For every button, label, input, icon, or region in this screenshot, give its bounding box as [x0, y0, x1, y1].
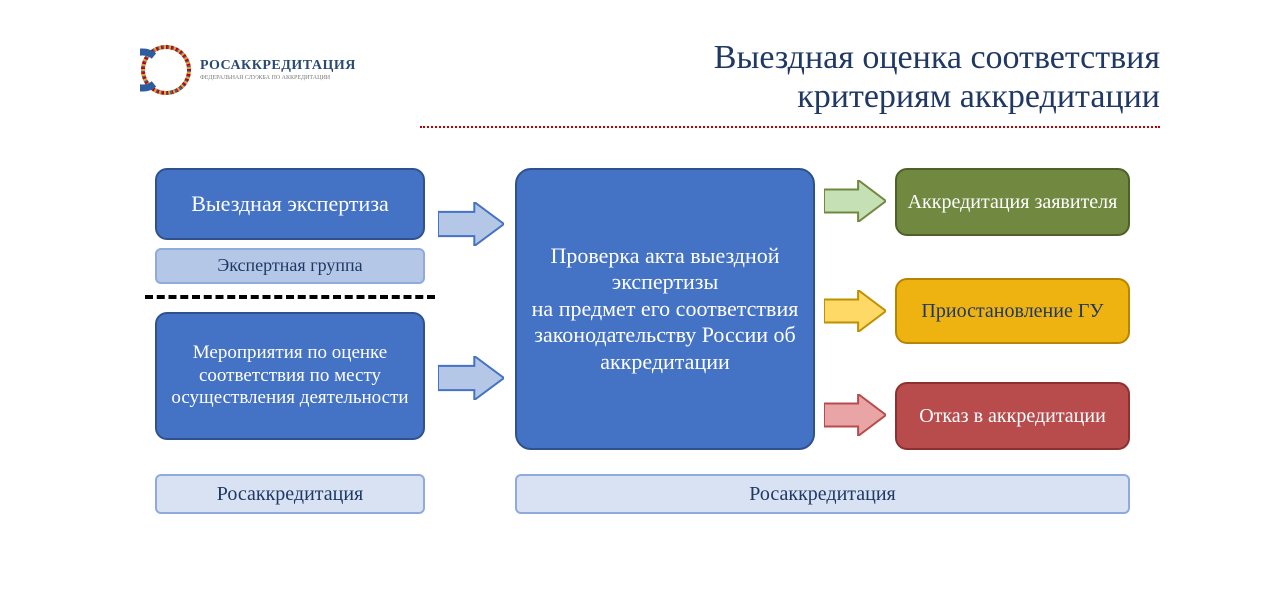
node-check: Проверка акта выездной экспертизы на пре… [515, 168, 815, 450]
footer-left-label: Росаккредитация [217, 483, 364, 506]
node-refuse-label: Отказ в аккредитации [919, 404, 1106, 428]
page-title: Выездная оценка соответствия критериям а… [714, 38, 1160, 116]
node-expertise: Выездная экспертиза [155, 168, 425, 240]
logo-main-text: РОСАККРЕДИТАЦИЯ [200, 58, 356, 73]
node-activities-label: Мероприятия по оценке соответствия по ме… [167, 342, 413, 410]
arrow-to-suspend [824, 290, 886, 332]
arrow-to-check-1 [438, 202, 504, 246]
node-check-label: Проверка акта выездной экспертизы на пре… [527, 243, 803, 375]
footer-right: Росаккредитация [515, 474, 1130, 514]
node-expert-group-label: Экспертная группа [217, 255, 362, 277]
arrow-to-accredit [824, 180, 886, 222]
logo-mark-icon [140, 44, 192, 96]
title-line-1: Выездная оценка соответствия [714, 38, 1160, 77]
logo-text: РОСАККРЕДИТАЦИЯ ФЕДЕРАЛЬНАЯ СЛУЖБА ПО АК… [200, 59, 356, 81]
title-line-2: критериям аккредитации [714, 77, 1160, 116]
node-suspend-label: Приостановление ГУ [921, 299, 1103, 323]
title-underline [420, 126, 1160, 128]
dashed-divider [145, 295, 435, 299]
node-expert-group: Экспертная группа [155, 248, 425, 284]
node-accredit-label: Аккредитация заявителя [908, 190, 1118, 214]
slide: РОСАККРЕДИТАЦИЯ ФЕДЕРАЛЬНАЯ СЛУЖБА ПО АК… [0, 0, 1280, 597]
node-expertise-label: Выездная экспертиза [191, 191, 389, 217]
logo-sub-text: ФЕДЕРАЛЬНАЯ СЛУЖБА ПО АККРЕДИТАЦИИ [200, 75, 356, 81]
logo: РОСАККРЕДИТАЦИЯ ФЕДЕРАЛЬНАЯ СЛУЖБА ПО АК… [140, 42, 330, 98]
footer-left: Росаккредитация [155, 474, 425, 514]
footer-right-label: Росаккредитация [749, 483, 896, 506]
arrow-to-check-2 [438, 356, 504, 400]
node-activities: Мероприятия по оценке соответствия по ме… [155, 312, 425, 440]
arrow-to-refuse [824, 394, 886, 436]
node-suspend: Приостановление ГУ [895, 278, 1130, 344]
node-refuse: Отказ в аккредитации [895, 382, 1130, 450]
node-accredit: Аккредитация заявителя [895, 168, 1130, 236]
